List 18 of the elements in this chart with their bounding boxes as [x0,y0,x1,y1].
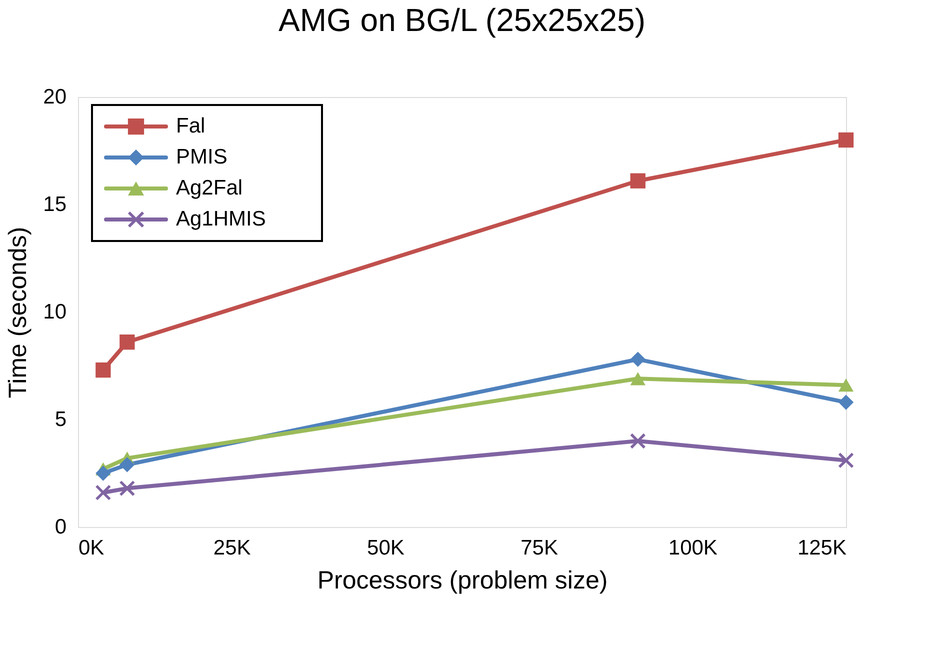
x-tick-label: 0K [78,536,104,560]
legend-label: Ag2Fal [176,176,243,200]
x-tick-label: 125K [797,536,846,560]
y-tick-label: 0 [54,516,66,538]
legend-label: Ag1HMIS [176,208,266,230]
chart-title: AMG on BG/L (25x25x25) [278,2,646,38]
y-tick-label: 20 [43,86,66,108]
x-tick-label: 75K [520,536,558,560]
y-tick-label: 15 [43,193,66,216]
y-tick-label: 10 [43,300,66,324]
y-axis-title: Time (seconds) [4,226,32,398]
x-tick-label: 50K [367,536,404,560]
x-tick-label: 100K [668,536,718,560]
y-tick-label: 5 [54,408,66,431]
x-tick-label: 25K [213,536,251,560]
legend-label: Fal [176,114,206,138]
legend-label: PMIS [176,146,228,168]
x-axis-title: Processors (problem size) [317,566,608,594]
